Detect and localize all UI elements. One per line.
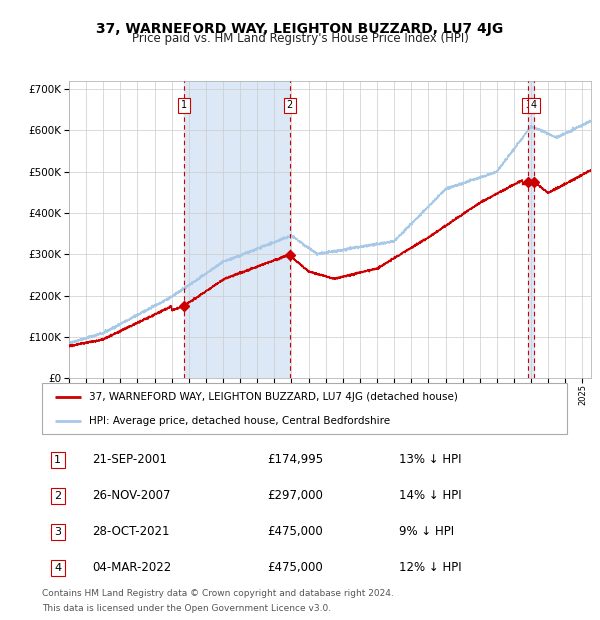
Text: 12% ↓ HPI: 12% ↓ HPI xyxy=(399,561,461,574)
Text: Contains HM Land Registry data © Crown copyright and database right 2024.: Contains HM Land Registry data © Crown c… xyxy=(42,588,394,598)
Text: 2: 2 xyxy=(287,100,293,110)
Text: HPI: Average price, detached house, Central Bedfordshire: HPI: Average price, detached house, Cent… xyxy=(89,416,391,427)
Text: 04-MAR-2022: 04-MAR-2022 xyxy=(92,561,171,574)
Text: Price paid vs. HM Land Registry's House Price Index (HPI): Price paid vs. HM Land Registry's House … xyxy=(131,32,469,45)
Text: 21-SEP-2001: 21-SEP-2001 xyxy=(92,453,167,466)
Text: 1: 1 xyxy=(54,455,61,465)
Text: 37, WARNEFORD WAY, LEIGHTON BUZZARD, LU7 4JG: 37, WARNEFORD WAY, LEIGHTON BUZZARD, LU7… xyxy=(97,22,503,36)
Text: 28-OCT-2021: 28-OCT-2021 xyxy=(92,525,169,538)
Text: 4: 4 xyxy=(54,563,61,573)
Bar xyxy=(184,81,290,378)
Text: £174,995: £174,995 xyxy=(268,453,324,466)
Text: 3: 3 xyxy=(54,527,61,537)
Text: 13% ↓ HPI: 13% ↓ HPI xyxy=(399,453,461,466)
FancyBboxPatch shape xyxy=(42,383,567,434)
Text: 14% ↓ HPI: 14% ↓ HPI xyxy=(399,489,461,502)
Text: 4: 4 xyxy=(531,100,537,110)
Text: 9% ↓ HPI: 9% ↓ HPI xyxy=(399,525,454,538)
Text: 1: 1 xyxy=(181,100,187,110)
Text: £297,000: £297,000 xyxy=(268,489,323,502)
Text: £475,000: £475,000 xyxy=(268,561,323,574)
Text: 3: 3 xyxy=(525,100,531,110)
Text: £475,000: £475,000 xyxy=(268,525,323,538)
Text: 37, WARNEFORD WAY, LEIGHTON BUZZARD, LU7 4JG (detached house): 37, WARNEFORD WAY, LEIGHTON BUZZARD, LU7… xyxy=(89,392,458,402)
Text: 26-NOV-2007: 26-NOV-2007 xyxy=(92,489,170,502)
Bar xyxy=(528,81,534,378)
Text: 2: 2 xyxy=(54,491,61,501)
Text: This data is licensed under the Open Government Licence v3.0.: This data is licensed under the Open Gov… xyxy=(42,603,331,613)
